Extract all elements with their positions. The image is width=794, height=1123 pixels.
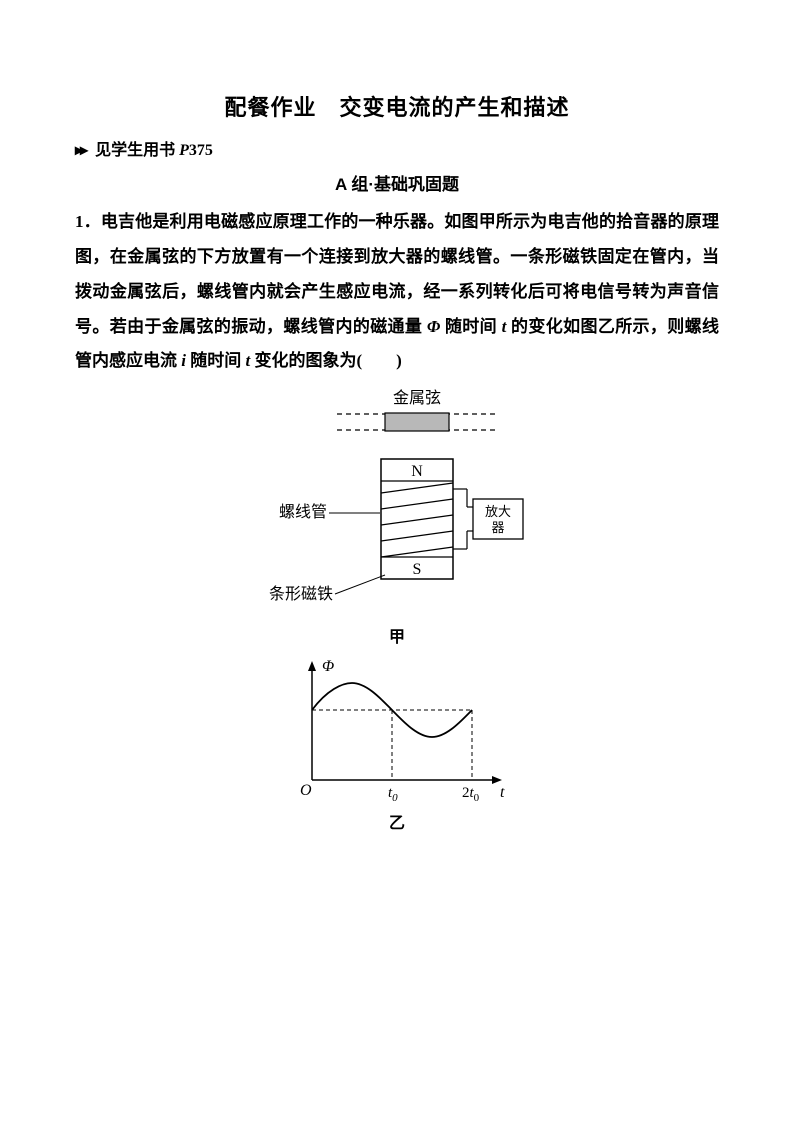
fig2-x-label: t: [500, 784, 505, 801]
fig2-x-arrow: [492, 776, 502, 784]
fig2-t0-label: t0: [388, 785, 398, 804]
fig1-amp-label-2: 器: [491, 520, 504, 535]
question-1: 1．电吉他是利用电磁感应原理工作的一种乐器。如图甲所示为电吉他的拾音器的原理图，…: [75, 205, 719, 379]
figure-2-svg: Φ t O t0 2t0: [282, 655, 512, 805]
fig2-y-arrow: [308, 661, 316, 671]
subtitle-text: 见学生用书: [95, 142, 175, 159]
figure-1-svg: 金属弦 N S 螺线管 条形磁铁: [267, 389, 527, 619]
fig2-2t0-label: 2t0: [462, 785, 480, 804]
subtitle-page-num: 375: [189, 142, 213, 159]
fig1-coil-label: 螺线管: [279, 503, 327, 521]
figure-1-caption: 甲: [389, 623, 405, 647]
fig1-string-rect: [385, 413, 449, 431]
subtitle-row: ▸▸ 见学生用书 P375: [75, 136, 719, 160]
fig2-y-label: Φ: [322, 658, 334, 675]
fig1-magnet-label: 条形磁铁: [269, 585, 333, 603]
fig2-origin: O: [300, 782, 312, 799]
section-label: A 组·基础巩固题: [75, 170, 719, 195]
question-body-5: 变化的图象为( ): [250, 351, 402, 370]
fig1-s-label: S: [413, 561, 422, 578]
page-title: 配餐作业 交变电流的产生和描述: [75, 90, 719, 122]
fig1-n-label: N: [411, 463, 423, 480]
phi-symbol: Φ: [427, 317, 440, 336]
question-body-4: 随时间: [186, 351, 246, 370]
figure-1-container: 金属弦 N S 螺线管 条形磁铁: [267, 389, 527, 647]
subtitle-page-label: P: [179, 142, 189, 159]
question-number: 1．: [75, 212, 101, 231]
fig1-string-label: 金属弦: [393, 389, 441, 407]
figure-2-container: Φ t O t0 2t0 乙: [282, 655, 512, 833]
fig1-amp-label-1: 放大: [485, 504, 511, 519]
figure-2-caption: 乙: [389, 809, 405, 833]
fig1-magnet-leader: [335, 575, 385, 594]
question-body-2: 随时间: [440, 317, 501, 336]
arrow-marker: ▸▸: [75, 142, 85, 159]
figures-wrap: 金属弦 N S 螺线管 条形磁铁: [75, 389, 719, 841]
